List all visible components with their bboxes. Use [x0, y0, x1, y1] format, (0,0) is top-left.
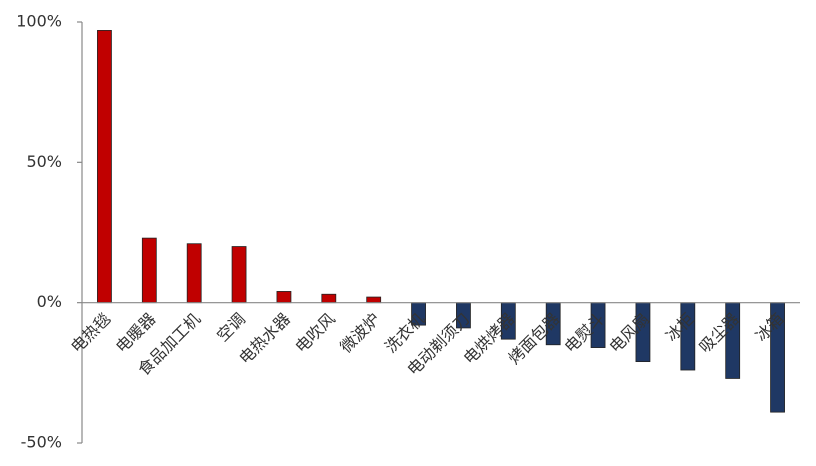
bar: [141, 237, 157, 304]
bar: [276, 291, 292, 304]
x-tick-label: 电热毯: [67, 309, 114, 356]
y-tick-label: 50%: [26, 152, 62, 171]
y-tick-label: 100%: [16, 12, 62, 31]
bar: [186, 243, 202, 304]
y-tick-label: -50%: [21, 433, 62, 452]
bar: [97, 30, 112, 304]
x-tick-label: 微波炉: [336, 309, 383, 356]
y-tick-label: 0%: [37, 292, 62, 311]
x-tick-label: 空调: [213, 309, 249, 345]
x-tick-label: 电吹风: [291, 309, 338, 356]
bar: [366, 296, 382, 304]
bar: [231, 246, 247, 304]
bar: [321, 293, 337, 304]
